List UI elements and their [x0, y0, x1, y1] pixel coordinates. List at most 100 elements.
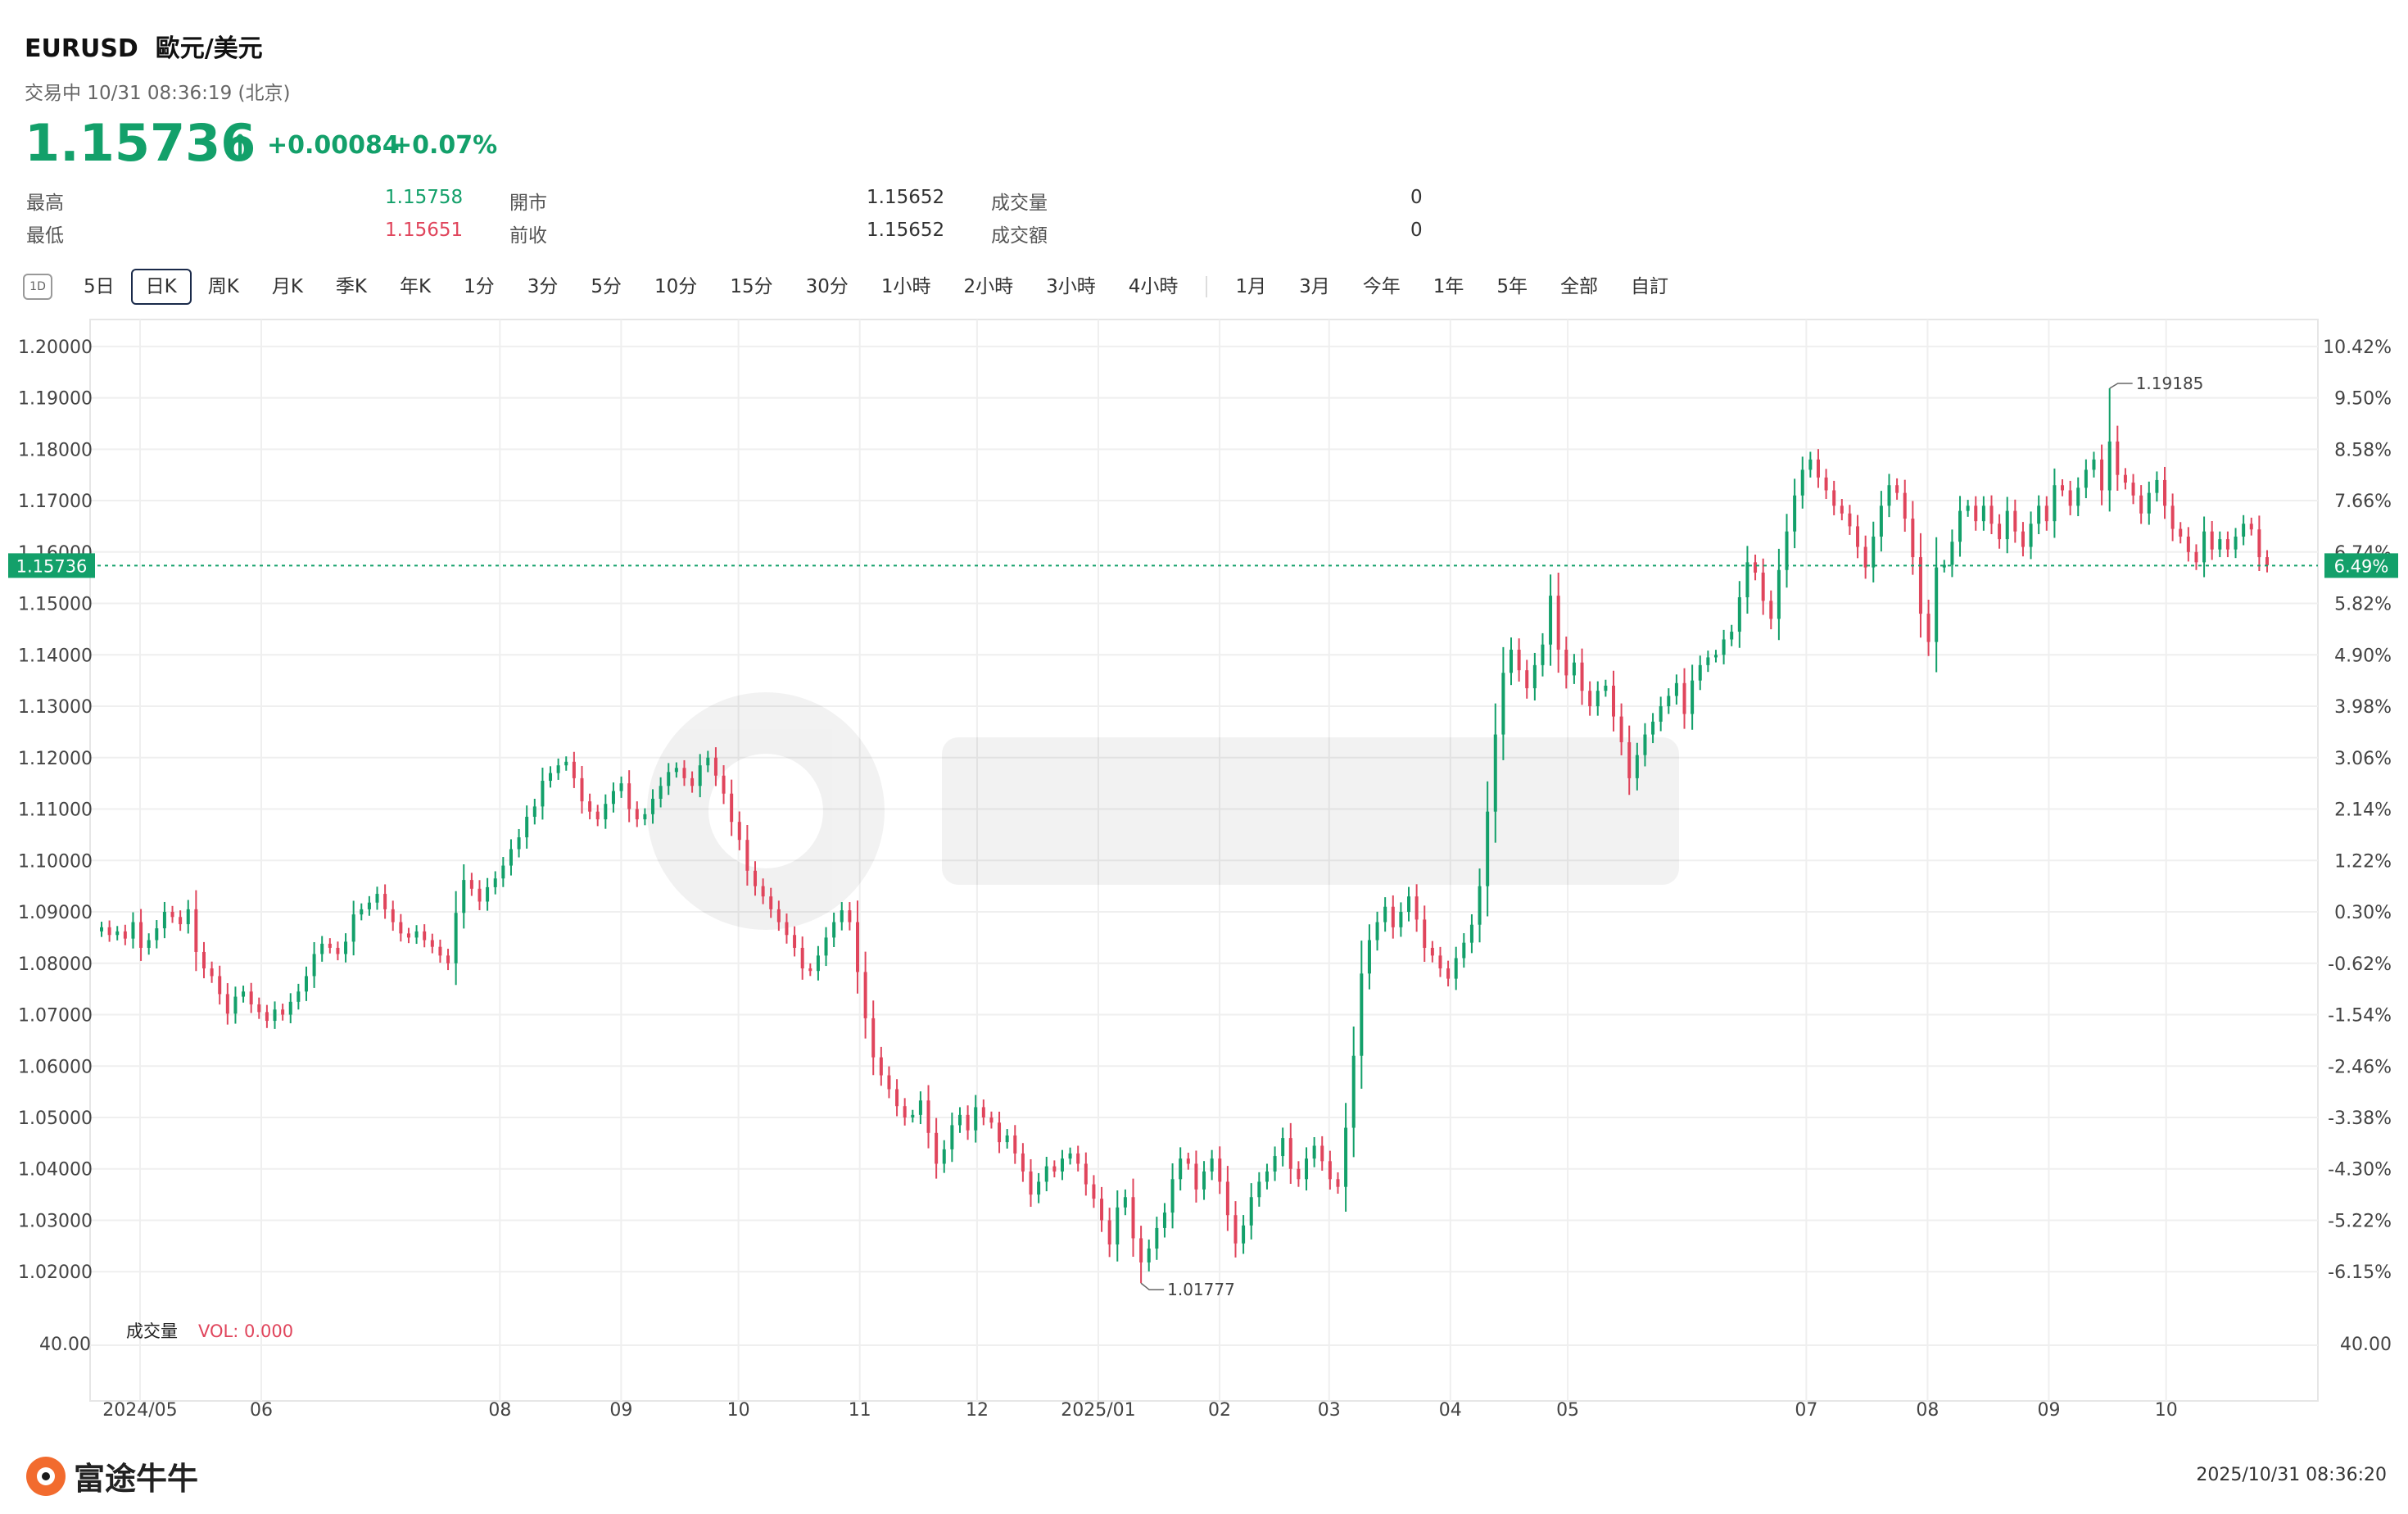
candle-body	[1572, 662, 1576, 676]
candle-body	[1265, 1171, 1269, 1182]
candle-body	[225, 994, 229, 1014]
candle-body	[2155, 479, 2159, 493]
candle	[1761, 558, 1765, 615]
period-1h[interactable]: 1小時	[880, 276, 931, 297]
current-price-text: 1.15736	[16, 556, 88, 576]
candle-body	[1674, 682, 1678, 696]
period-4h[interactable]: 4小時	[1128, 276, 1179, 297]
candle	[304, 966, 308, 1001]
candle	[438, 939, 442, 963]
candle-body	[1911, 519, 1915, 558]
range-5-years[interactable]: 5年	[1496, 276, 1528, 297]
candle-body	[1060, 1158, 1064, 1172]
candle	[713, 747, 717, 786]
candle	[2194, 544, 2198, 570]
candle-body	[1926, 614, 1930, 642]
percent-tick-label: 3.06%	[2334, 749, 2392, 769]
candle-body	[2147, 492, 2151, 514]
open-value: 1.15652	[867, 187, 945, 208]
candle	[1549, 574, 1553, 666]
candle-body	[2100, 459, 2104, 491]
candle	[139, 909, 143, 961]
candle-body	[1832, 490, 1836, 506]
period-30m[interactable]: 30分	[805, 276, 849, 297]
candle	[863, 951, 867, 1039]
period-monthly[interactable]: 月K	[271, 276, 303, 297]
candle	[2202, 516, 2207, 578]
candle	[832, 912, 836, 947]
period-5d[interactable]: 5日	[84, 276, 115, 297]
candle-body	[1131, 1197, 1135, 1239]
candle-body	[785, 922, 789, 936]
range-3-months[interactable]: 3月	[1299, 276, 1330, 297]
period-3m[interactable]: 3分	[527, 276, 559, 297]
period-2h[interactable]: 2小時	[963, 276, 1014, 297]
period-1m[interactable]: 1分	[464, 276, 495, 297]
candle-body	[2107, 441, 2112, 491]
period-3h[interactable]: 3小時	[1046, 276, 1096, 297]
candle	[469, 873, 473, 896]
period-15m[interactable]: 15分	[730, 276, 773, 297]
candle-body	[1100, 1199, 1104, 1221]
candle	[2155, 471, 2159, 502]
candle-body	[1769, 601, 1773, 619]
candle-body	[1517, 650, 1521, 671]
candle-body	[1564, 650, 1568, 676]
period-yearly[interactable]: 年K	[400, 276, 432, 297]
candle-body	[824, 937, 828, 956]
period-daily[interactable]: 日K	[130, 269, 192, 305]
max-leader-line	[2109, 383, 2133, 389]
prev-close-value: 1.15652	[867, 220, 945, 241]
period-5m[interactable]: 5分	[591, 276, 622, 297]
toolbar-divider	[1206, 276, 1208, 297]
candle	[682, 759, 686, 786]
candle-body	[730, 793, 734, 823]
candle-body	[532, 806, 536, 817]
candle-body	[375, 894, 379, 903]
candle-body	[1816, 459, 1820, 478]
candle-body	[1446, 968, 1451, 979]
candlestick-chart[interactable]: 1.200001.190001.180001.170001.160001.150…	[0, 311, 2408, 1417]
range-all[interactable]: 全部	[1560, 276, 1598, 297]
candle	[383, 884, 387, 919]
candle-body	[1698, 664, 1702, 681]
candle	[1848, 505, 1852, 535]
watermark-logo	[647, 692, 1679, 930]
candle	[1367, 924, 1371, 990]
period-weekly[interactable]: 周K	[207, 276, 239, 297]
range-ytd[interactable]: 今年	[1362, 276, 1401, 297]
range-1-month[interactable]: 1月	[1235, 276, 1267, 297]
candle-body	[1242, 1225, 1246, 1244]
candle	[430, 933, 434, 954]
candle	[242, 986, 246, 1003]
candle-body	[855, 922, 859, 972]
candle-body	[438, 946, 442, 956]
candle	[1816, 449, 1820, 488]
percent-tick-label: -6.15%	[2328, 1262, 2392, 1283]
candle-settings-icon[interactable]: 1D	[23, 274, 52, 300]
candle-body	[344, 941, 348, 954]
candle	[532, 798, 536, 825]
candle	[1423, 905, 1427, 963]
range-1-year[interactable]: 1年	[1433, 276, 1464, 297]
candle	[170, 905, 174, 923]
candle	[957, 1107, 962, 1133]
candle	[998, 1111, 1002, 1154]
candle-body	[2005, 510, 2009, 540]
candle-body	[2257, 529, 2261, 558]
candle-body	[1194, 1163, 1198, 1190]
range-custom[interactable]: 自訂	[1631, 276, 1668, 297]
candle	[659, 777, 663, 808]
last-price: 1.15736	[25, 113, 256, 173]
price-tick-label: 1.09000	[18, 903, 93, 923]
period-10m[interactable]: 10分	[654, 276, 698, 297]
candle	[989, 1111, 994, 1129]
candle-body	[1722, 639, 1726, 655]
price-tick-label: 1.10000	[18, 851, 93, 872]
period-quarterly[interactable]: 季K	[335, 276, 368, 297]
candle	[2068, 480, 2072, 515]
candle-body	[793, 935, 797, 948]
candle	[1840, 499, 1844, 521]
candle-body	[2265, 557, 2269, 566]
candle	[391, 900, 395, 932]
